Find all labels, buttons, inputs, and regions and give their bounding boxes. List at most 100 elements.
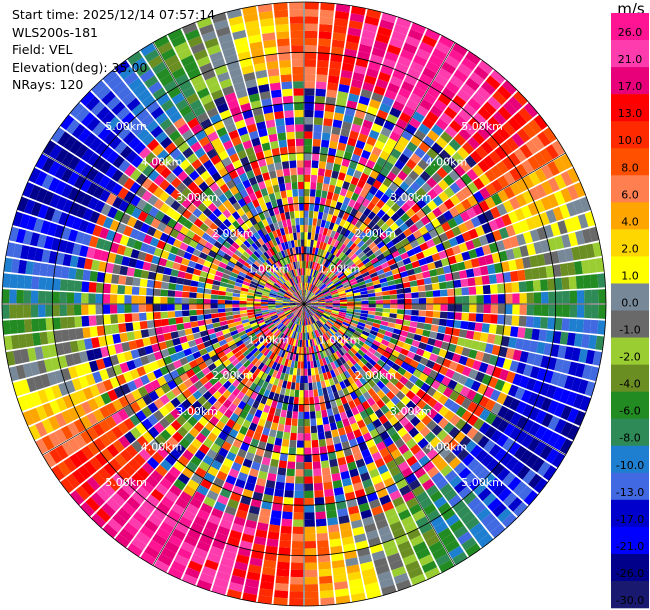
velocity-gate: [398, 265, 407, 273]
velocity-gate: [245, 228, 254, 237]
velocity-gate: [415, 421, 426, 432]
velocity-gate: [447, 288, 455, 296]
velocity-gate: [315, 311, 323, 317]
velocity-gate: [236, 373, 245, 382]
velocity-gate: [231, 211, 241, 220]
velocity-gate: [438, 559, 455, 573]
velocity-gate: [322, 289, 330, 295]
velocity-gate: [290, 360, 295, 368]
velocity-gate: [485, 75, 501, 90]
velocity-gate: [313, 269, 317, 278]
velocity-gate: [319, 446, 328, 455]
velocity-gate: [313, 314, 320, 320]
velocity-gate: [100, 392, 112, 405]
velocity-gate: [416, 363, 426, 372]
velocity-gate: [344, 317, 352, 322]
velocity-gate: [304, 66, 316, 75]
velocity-gate: [352, 355, 360, 363]
velocity-gate: [272, 96, 283, 106]
velocity-gate: [497, 508, 512, 523]
velocity-gate: [458, 128, 472, 141]
velocity-gate: [494, 334, 503, 346]
velocity-gate: [283, 249, 289, 257]
velocity-gate: [229, 412, 239, 423]
velocity-gate: [411, 292, 419, 298]
velocity-gate: [359, 376, 368, 386]
velocity-gate: [316, 294, 324, 299]
velocity-gate: [302, 332, 304, 340]
velocity-gate: [22, 363, 33, 378]
velocity-gate: [291, 285, 297, 293]
velocity-gate: [218, 404, 228, 415]
velocity-gate: [256, 121, 267, 131]
velocity-gate: [259, 265, 267, 273]
velocity-gate: [474, 322, 483, 332]
velocity-gate: [475, 246, 485, 257]
velocity-gate: [287, 146, 296, 154]
velocity-gate: [466, 389, 477, 401]
velocity-gate: [321, 409, 328, 418]
velocity-gate: [75, 364, 85, 377]
velocity-gate: [511, 282, 520, 293]
velocity-gate: [218, 316, 227, 322]
velocity-gate: [301, 275, 303, 283]
velocity-gate: [461, 83, 476, 97]
velocity-gate: [528, 422, 541, 437]
velocity-gate: [478, 395, 490, 408]
velocity-gate: [133, 219, 144, 231]
velocity-gate: [47, 371, 58, 386]
velocity-gate: [481, 513, 496, 527]
velocity-gate: [372, 340, 381, 347]
velocity-gate: [261, 235, 268, 244]
velocity-gate: [320, 286, 328, 292]
velocity-gate: [469, 522, 485, 537]
velocity-gate: [196, 112, 209, 124]
velocity-gate: [268, 304, 276, 306]
velocity-gate: [242, 5, 257, 16]
velocity-gate: [217, 308, 226, 313]
velocity-gate: [384, 410, 395, 421]
velocity-gate: [332, 436, 341, 445]
velocity-gate: [453, 382, 464, 394]
velocity-gate: [533, 304, 542, 316]
velocity-gate: [276, 322, 283, 328]
velocity-gate: [281, 357, 287, 366]
velocity-gate: [455, 363, 465, 374]
velocity-gate: [304, 411, 310, 419]
velocity-gate: [189, 298, 197, 304]
velocity-gate: [497, 85, 512, 100]
velocity-gate: [131, 155, 144, 168]
velocity-gate: [67, 422, 80, 437]
velocity-gate: [513, 445, 527, 460]
velocity-gate: [129, 401, 141, 414]
velocity-gate: [151, 144, 164, 157]
velocity-gate: [310, 181, 317, 190]
velocity-gate: [213, 381, 223, 391]
velocity-gate: [254, 272, 262, 279]
velocity-gate: [270, 314, 278, 319]
velocity-gate: [517, 269, 526, 281]
velocity-gate: [287, 461, 296, 470]
velocity-gate: [117, 468, 131, 482]
velocity-gate: [192, 233, 202, 243]
velocity-gate: [241, 204, 250, 214]
velocity-gate: [253, 223, 261, 232]
velocity-gate: [434, 260, 443, 269]
velocity-gate: [323, 259, 329, 267]
velocity-gate: [75, 107, 90, 123]
velocity-gate: [385, 359, 395, 368]
velocity-gate: [397, 540, 412, 553]
velocity-gate: [202, 197, 213, 208]
velocity-gate: [275, 305, 283, 307]
velocity-gate: [578, 348, 588, 363]
velocity-gate: [205, 371, 215, 381]
velocity-gate: [128, 516, 143, 531]
velocity-gate: [299, 282, 302, 290]
velocity-gate: [468, 477, 482, 491]
velocity-gate: [240, 385, 249, 395]
velocity-gate: [318, 264, 324, 272]
velocity-gate: [251, 461, 261, 471]
velocity-gate: [146, 353, 157, 363]
velocity-gate: [323, 277, 330, 284]
velocity-gate: [459, 435, 472, 448]
